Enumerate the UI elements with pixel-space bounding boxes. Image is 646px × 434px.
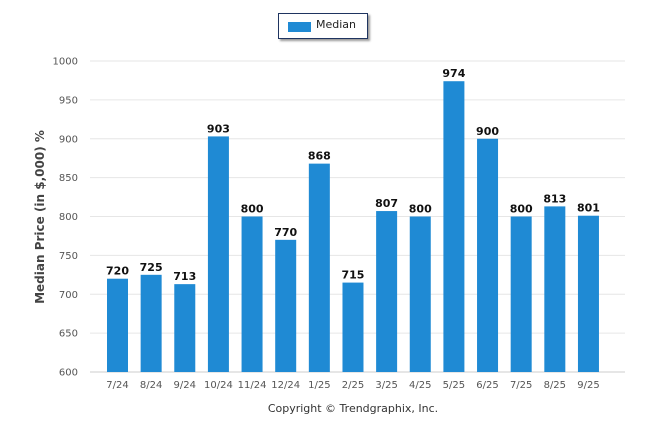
- data-label: 868: [308, 150, 331, 163]
- y-tick-label: 850: [59, 173, 78, 184]
- bar: [275, 239, 297, 372]
- data-label: 800: [241, 203, 264, 216]
- data-label: 801: [577, 202, 600, 215]
- x-tick-label: 7/24: [106, 380, 128, 391]
- data-label: 974: [442, 67, 465, 80]
- x-tick-label: 4/25: [409, 380, 431, 391]
- data-label: 720: [106, 265, 129, 278]
- data-label: 713: [173, 270, 196, 283]
- y-tick-label: 800: [59, 212, 78, 223]
- data-label: 903: [207, 122, 230, 135]
- x-tick-label: 5/25: [443, 380, 465, 391]
- bar: [241, 216, 263, 372]
- bar: [342, 282, 364, 372]
- x-tick-label: 9/24: [174, 380, 196, 391]
- x-tick-label: 10/24: [204, 380, 233, 391]
- y-tick-label: 950: [59, 95, 78, 106]
- bar: [409, 216, 431, 372]
- x-tick-label: 8/25: [544, 380, 566, 391]
- legend-label-median: Median: [316, 18, 357, 31]
- x-tick-label: 9/25: [577, 380, 599, 391]
- bar: [544, 206, 566, 372]
- bar: [577, 215, 599, 372]
- bar: [443, 81, 465, 372]
- data-label: 770: [274, 226, 297, 239]
- legend: Median: [278, 13, 368, 39]
- data-label: 813: [543, 192, 566, 205]
- x-tick-label: 12/24: [271, 380, 300, 391]
- y-tick-label: 600: [59, 368, 78, 379]
- data-label: 900: [476, 125, 499, 138]
- x-tick-label: 2/25: [342, 380, 364, 391]
- x-tick-label: 11/24: [238, 380, 267, 391]
- bar: [107, 278, 128, 372]
- y-tick-label: 750: [59, 251, 78, 262]
- data-label: 725: [140, 261, 163, 274]
- data-label: 800: [510, 203, 533, 216]
- y-axis-label: Median Price (in $,000) %: [33, 130, 47, 304]
- y-tick-label: 700: [59, 290, 78, 301]
- y-tick-label: 1000: [53, 57, 78, 68]
- copyright-text: Copyright © Trendgraphix, Inc.: [267, 402, 439, 415]
- legend-swatch-median: [288, 22, 311, 32]
- x-tick-label: 3/25: [375, 380, 397, 391]
- bar: [174, 284, 196, 372]
- x-tick-label: 8/24: [140, 380, 162, 391]
- bar: [376, 211, 398, 372]
- data-label: 800: [409, 203, 432, 216]
- y-tick-label: 900: [59, 134, 78, 145]
- bar: [308, 163, 330, 372]
- data-label: 807: [375, 197, 398, 210]
- x-tick-label: 7/25: [510, 380, 532, 391]
- x-tick-label: 6/25: [476, 380, 498, 391]
- bar: [207, 136, 229, 372]
- data-label: 715: [341, 269, 364, 282]
- bar: [510, 216, 532, 372]
- bar: [477, 138, 499, 372]
- y-tick-label: 650: [59, 329, 78, 340]
- x-tick-label: 1/25: [308, 380, 330, 391]
- bar: [140, 274, 162, 372]
